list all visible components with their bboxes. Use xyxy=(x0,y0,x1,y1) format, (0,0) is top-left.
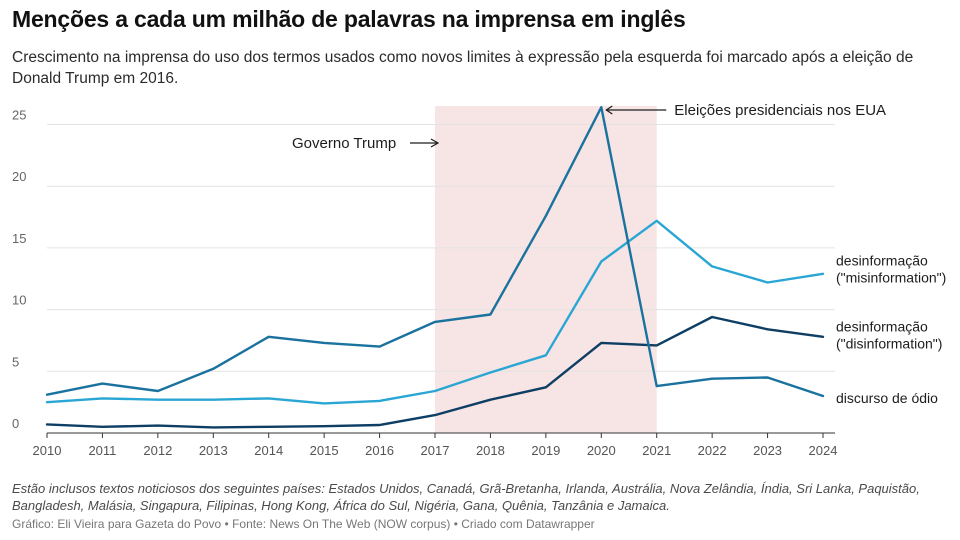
x-tick-label: 2012 xyxy=(143,443,172,458)
y-tick-label: 5 xyxy=(12,354,19,369)
x-tick-label: 2016 xyxy=(365,443,394,458)
series-label-2: ("disinformation") xyxy=(836,335,942,351)
x-tick-label: 2015 xyxy=(310,443,339,458)
chart-notes: Estão inclusos textos noticiosos dos seg… xyxy=(12,481,920,513)
chart-footer: Gráfico: Eli Vieira para Gazeta do Povo … xyxy=(12,517,595,531)
series-line-1 xyxy=(45,219,825,405)
y-tick-label: 10 xyxy=(12,293,26,308)
y-tick-label: 20 xyxy=(12,169,26,184)
series-label-1: ("misinformation") xyxy=(836,269,946,285)
y-tick-label: 15 xyxy=(12,231,26,246)
series-line-3 xyxy=(45,105,825,398)
y-tick-label: 25 xyxy=(12,108,26,123)
series-line-2 xyxy=(45,315,825,429)
annotation-governo-trump: Governo Trump xyxy=(292,135,396,152)
x-tick-label: 2010 xyxy=(33,443,62,458)
x-tick-label: 2014 xyxy=(254,443,283,458)
x-tick-label: 2018 xyxy=(476,443,505,458)
x-tick-label: 2021 xyxy=(642,443,671,458)
x-tick-label: 2023 xyxy=(753,443,782,458)
x-tick-label: 2019 xyxy=(531,443,560,458)
series-label-1: desinformação xyxy=(836,252,928,268)
series-label-2: desinformação xyxy=(836,318,928,334)
chart-title: Menções a cada um milhão de palavras na … xyxy=(12,6,686,32)
x-tick-label: 2017 xyxy=(421,443,450,458)
annotation-eleicoes: Eleições presidenciais nos EUA xyxy=(674,102,886,119)
chart-subtitle: Crescimento na imprensa do uso dos termo… xyxy=(12,49,914,87)
x-tick-label: 2011 xyxy=(88,443,116,458)
series-label-3: discurso de ódio xyxy=(836,390,938,406)
x-tick-label: 2020 xyxy=(587,443,616,458)
annotation-arrow-head xyxy=(430,138,440,148)
x-tick-label: 2013 xyxy=(199,443,228,458)
x-tick-label: 2022 xyxy=(698,443,727,458)
x-tick-label: 2024 xyxy=(809,443,838,458)
y-tick-label: 0 xyxy=(12,416,19,431)
shaded-period-band xyxy=(435,106,657,433)
